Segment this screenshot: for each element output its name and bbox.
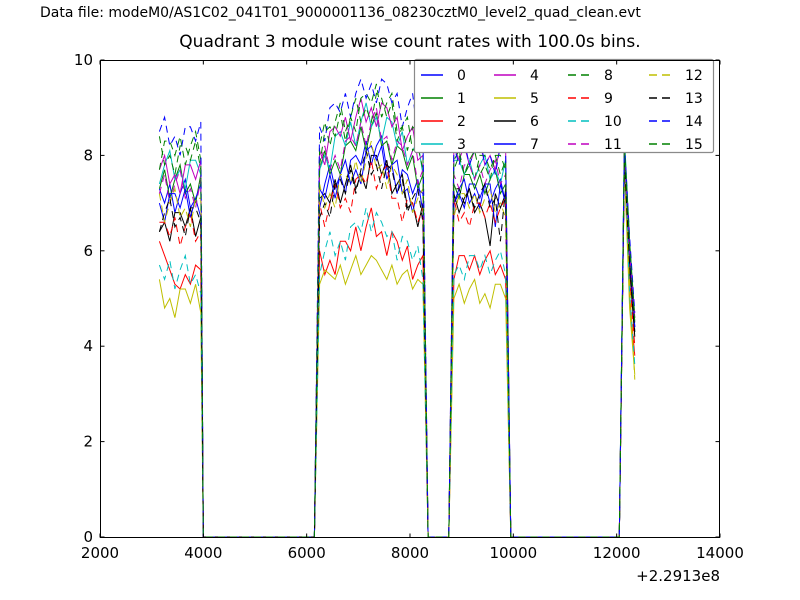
- legend-label-5: 5: [530, 91, 539, 107]
- series-line-3: [158, 102, 636, 538]
- series-line-9: [159, 160, 636, 538]
- y-tick-label: 4: [83, 337, 93, 355]
- x-tick-label: 12000: [593, 544, 641, 562]
- series-line-7: [158, 145, 636, 538]
- series-line-13: [158, 150, 636, 538]
- x-axis-offset-label: +2.2913e8: [636, 567, 720, 585]
- legend-label-6: 6: [530, 114, 539, 130]
- x-tick-label: 6000: [288, 544, 326, 562]
- series-line-12: [158, 140, 636, 538]
- series-line-0: [158, 134, 636, 538]
- legend-label-3: 3: [457, 137, 466, 153]
- x-tick-label: 8000: [391, 544, 429, 562]
- legend-label-13: 13: [685, 91, 703, 107]
- series-line-11: [158, 107, 636, 538]
- series-line-15: [158, 92, 636, 538]
- legend-label-11: 11: [604, 137, 622, 153]
- series-line-4: [158, 98, 636, 538]
- series-line-8: [158, 83, 636, 538]
- legend-label-9: 9: [604, 91, 613, 107]
- x-tick-label: 14000: [696, 544, 744, 562]
- y-tick-label: 6: [83, 242, 93, 260]
- legend-label-0: 0: [457, 68, 466, 84]
- y-tick-label: 10: [74, 51, 93, 69]
- series-line-1: [158, 112, 636, 538]
- series-line-10: [158, 145, 636, 538]
- x-tick-label: 2000: [81, 544, 119, 562]
- y-tick-label: 0: [83, 528, 93, 546]
- legend-frame: [413, 58, 715, 154]
- legend-label-2: 2: [457, 114, 466, 130]
- x-tick-label: 10000: [489, 544, 537, 562]
- x-tick-label: 4000: [184, 544, 222, 562]
- series-line-2: [158, 160, 636, 538]
- legend-label-7: 7: [530, 137, 539, 153]
- legend-label-15: 15: [685, 137, 703, 153]
- legend-label-14: 14: [685, 114, 703, 130]
- chart-title: Quadrant 3 module wise count rates with …: [179, 32, 641, 52]
- legend-label-4: 4: [530, 68, 539, 84]
- series-line-5: [158, 164, 636, 538]
- legend-label-10: 10: [604, 114, 622, 130]
- data-file-label: Data file: modeM0/AS1C02_041T01_90000011…: [40, 5, 641, 21]
- legend-label-1: 1: [457, 91, 466, 107]
- axes-frame: [100, 60, 720, 538]
- legend-label-12: 12: [685, 68, 703, 84]
- y-tick-label: 2: [83, 433, 93, 451]
- series-line-6: [158, 154, 636, 538]
- legend-label-8: 8: [604, 68, 613, 84]
- y-tick-label: 8: [83, 146, 93, 164]
